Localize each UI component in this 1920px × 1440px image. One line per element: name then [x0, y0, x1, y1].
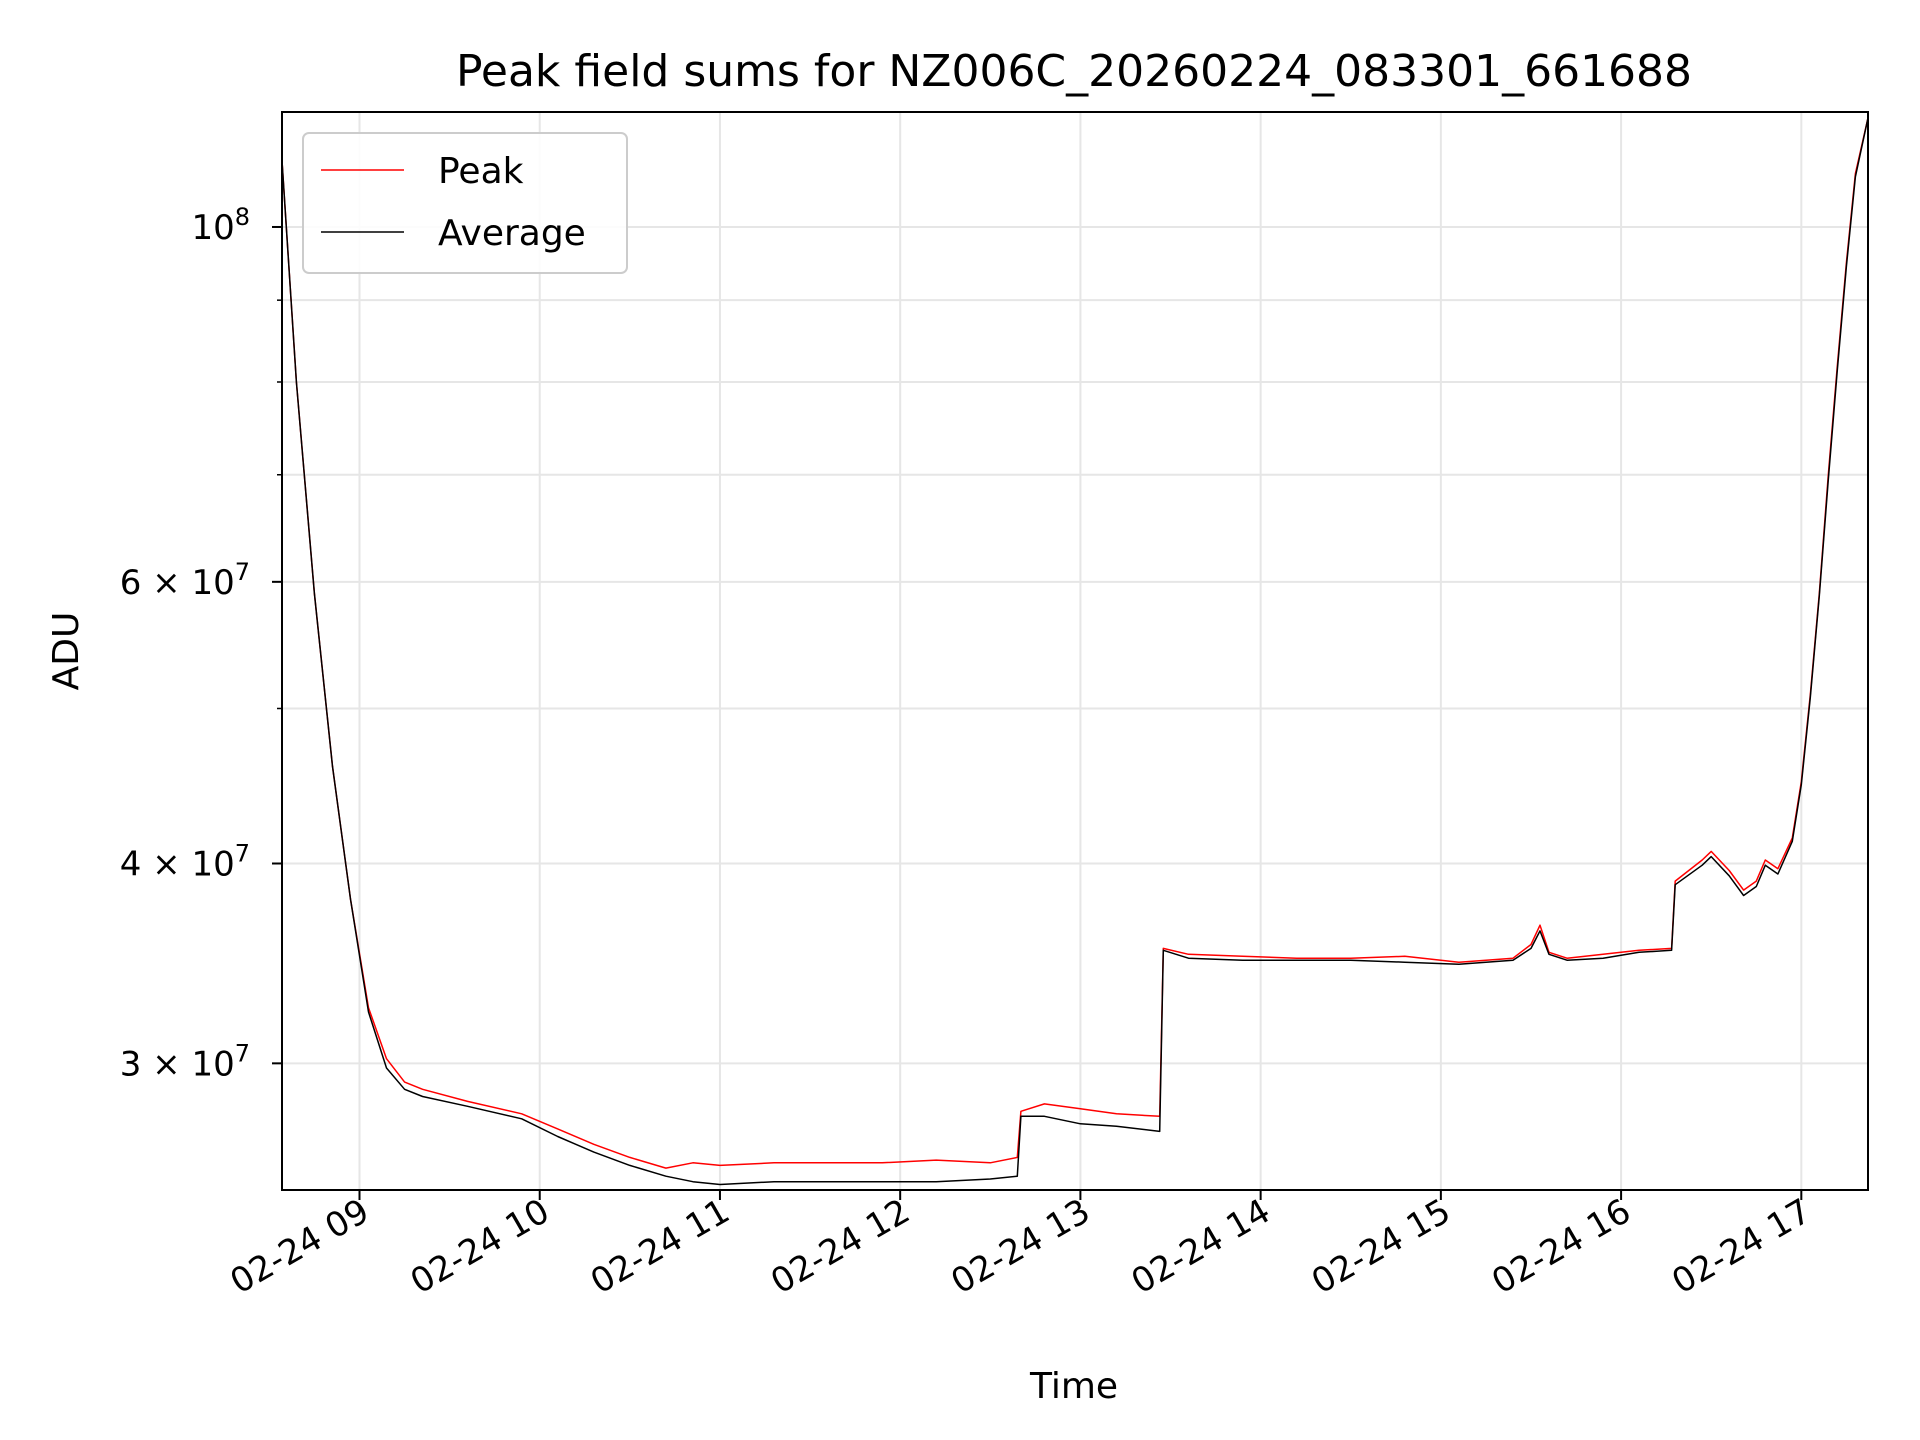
- legend-label-average: Average: [438, 213, 586, 254]
- legend-box: [302, 132, 628, 274]
- y-tick-label: 6 × 107: [120, 558, 250, 603]
- y-tick-exponent: 8: [235, 203, 250, 231]
- plot-frame: [281, 111, 1869, 1191]
- grid-lines: [282, 112, 1868, 1190]
- y-tick-mantissa: 10: [191, 208, 234, 248]
- series-line-peak: [281, 117, 1869, 1169]
- x-axis-label: Time: [1029, 1366, 1118, 1407]
- series-layer: [281, 117, 1869, 1186]
- legend-label-peak: Peak: [438, 151, 524, 192]
- tick-marks: [272, 225, 1803, 1200]
- y-tick-mantissa: 6 × 10: [120, 563, 235, 603]
- y-tick-exponent: 7: [235, 558, 250, 586]
- chart-title: Peak field sums for NZ006C_20260224_0833…: [456, 46, 1692, 97]
- series-line-average: [281, 117, 1869, 1186]
- y-tick-label: 4 × 107: [120, 840, 250, 885]
- legend: Peak Average: [302, 132, 628, 274]
- y-tick-label: 3 × 107: [120, 1039, 250, 1084]
- y-tick-label: 108: [191, 203, 250, 248]
- y-tick-exponent: 7: [235, 840, 250, 868]
- y-axis-label: ADU: [46, 612, 87, 691]
- y-tick-mantissa: 4 × 10: [120, 845, 235, 885]
- y-tick-mantissa: 3 × 10: [120, 1044, 235, 1084]
- y-tick-exponent: 7: [235, 1039, 250, 1067]
